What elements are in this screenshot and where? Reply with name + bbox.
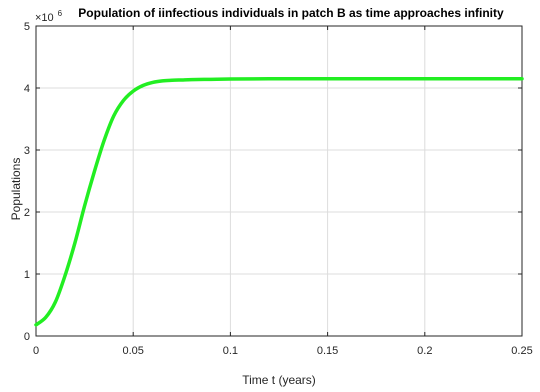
y-tick-label: 1	[24, 269, 30, 281]
x-tick-label: 0.15	[317, 345, 338, 357]
chart-title: Population of iinfectious individuals in…	[78, 6, 504, 20]
y-tick-label: 5	[24, 21, 30, 33]
series-layer	[34, 76, 524, 327]
y-tick-label: 4	[24, 83, 30, 95]
x-tick-label: 0.1	[223, 345, 238, 357]
series-line	[34, 76, 524, 327]
y-tick-label: 2	[24, 207, 30, 219]
plot-area-frame	[35, 25, 523, 337]
grid	[35, 25, 523, 337]
x-tick-label: 0.2	[417, 345, 432, 357]
y-tick-label: 0	[24, 331, 30, 343]
x-tick-label: 0.25	[511, 345, 532, 357]
x-tick-label: 0.05	[122, 345, 143, 357]
axis-ticks: 0 0.05 0.1 0.15 0.2 0.25 0 1 2 3 4 5	[24, 21, 533, 357]
y-axis-label: Populations	[9, 158, 23, 221]
x-tick-label: 0	[33, 345, 39, 357]
y-axis-exponent-power: 6	[58, 9, 63, 18]
x-axis-label: Time t (years)	[242, 373, 316, 387]
y-axis-exponent-base: ×10	[35, 12, 54, 24]
y-tick-label: 3	[24, 145, 30, 157]
y-axis-exponent: ×10 6	[35, 8, 63, 25]
